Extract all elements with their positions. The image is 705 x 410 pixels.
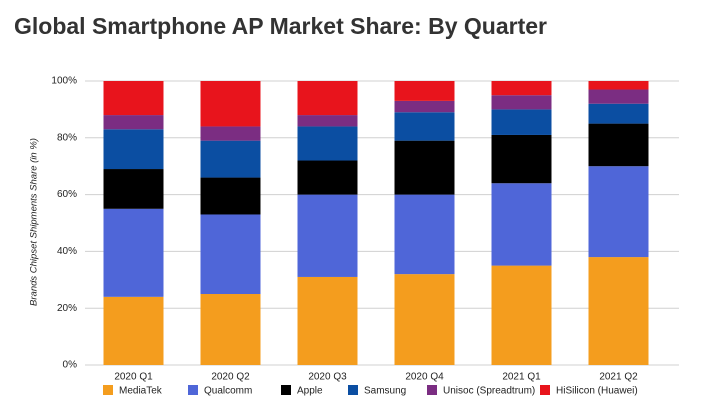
x-tick-label: 2021 Q1: [502, 372, 541, 383]
bar-segment: [394, 194, 455, 275]
bar-segment: [297, 115, 358, 127]
legend-label: MediaTek: [119, 386, 163, 397]
bar-segment: [491, 109, 552, 135]
y-tick-label: 20%: [57, 303, 77, 314]
y-tick-label: 60%: [57, 189, 77, 200]
legend-label: Qualcomm: [204, 386, 252, 397]
bar-segment: [103, 129, 164, 170]
bar-segment: [297, 194, 358, 277]
bar-segment: [103, 115, 164, 130]
legend-swatch: [188, 385, 198, 395]
bar-segment: [103, 169, 164, 209]
bar-segment: [394, 81, 455, 101]
bar-segment: [200, 126, 261, 141]
bar-segment: [588, 89, 649, 104]
bar-segment: [588, 81, 649, 90]
y-tick-label: 100%: [51, 76, 77, 87]
bar-segment: [103, 296, 164, 365]
x-tick-label: 2020 Q3: [308, 372, 347, 383]
legend-label: HiSilicon (Huawei): [556, 386, 638, 397]
bar-segment: [200, 81, 261, 127]
bar-segment: [297, 81, 358, 116]
bar-segment: [394, 274, 455, 365]
bar-segment: [297, 126, 358, 161]
legend-label: Apple: [297, 386, 323, 397]
bar-segment: [200, 140, 261, 178]
bar-segment: [491, 81, 552, 96]
x-tick-label: 2020 Q4: [405, 372, 444, 383]
legend-swatch: [348, 385, 358, 395]
legend-swatch: [540, 385, 550, 395]
bar-segment: [588, 166, 649, 258]
chart-title: Global Smartphone AP Market Share: By Qu…: [14, 13, 547, 39]
y-axis-label: Brands Chipset Shipments Share (in %): [29, 138, 40, 306]
bar-segment: [394, 112, 455, 141]
bar-segment: [394, 140, 455, 195]
legend-swatch: [427, 385, 437, 395]
bar-segment: [588, 123, 649, 167]
legend-swatch: [103, 385, 113, 395]
bar-segment: [491, 265, 552, 365]
y-tick-label: 40%: [57, 246, 77, 257]
y-tick-label: 80%: [57, 132, 77, 143]
bar-segment: [491, 183, 552, 266]
bar-segment: [491, 95, 552, 110]
bar-segment: [394, 100, 455, 113]
legend-swatch: [281, 385, 291, 395]
bar-segment: [588, 103, 649, 124]
bar-segment: [103, 81, 164, 116]
x-tick-label: 2020 Q1: [114, 372, 153, 383]
bar-segment: [297, 276, 358, 365]
bar-segment: [200, 214, 261, 294]
bar-segment: [200, 177, 261, 215]
bar-segment: [200, 294, 261, 365]
legend-label: Unisoc (Spreadtrum): [443, 386, 535, 397]
legend-label: Samsung: [364, 386, 406, 397]
bar-segment: [103, 208, 164, 297]
x-tick-label: 2020 Q2: [211, 372, 250, 383]
x-tick-label: 2021 Q2: [599, 372, 638, 383]
bar-segment: [588, 257, 649, 365]
bar-segment: [491, 134, 552, 184]
bar-segment: [297, 160, 358, 195]
y-tick-label: 0%: [63, 360, 78, 371]
